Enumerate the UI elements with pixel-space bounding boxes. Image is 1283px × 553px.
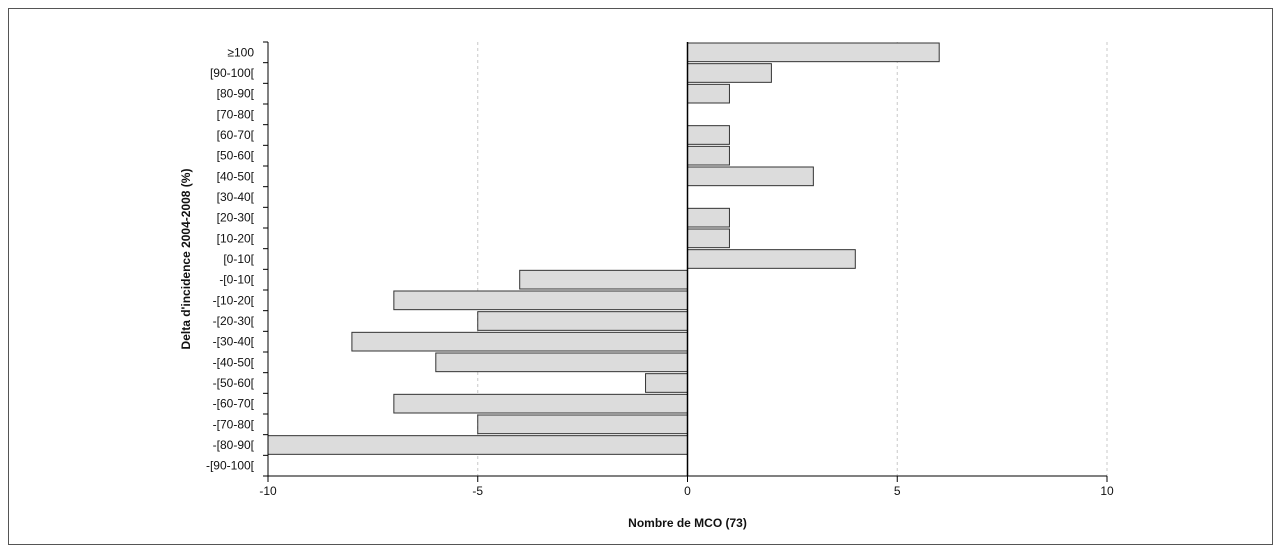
y-tick-label: [10-20[ (217, 231, 255, 245)
bar (687, 145, 730, 166)
bar (687, 125, 730, 145)
x-axis-title: Nombre de MCO (73) (628, 516, 747, 530)
x-tick-label: -5 (472, 484, 483, 498)
bar (393, 393, 688, 414)
y-tick-label: [80-90[ (217, 87, 255, 101)
y-tick-label: [20-30[ (217, 211, 255, 225)
y-tick-label: [30-40[ (217, 190, 255, 204)
bar (687, 249, 856, 269)
y-tick-label: -[60-70[ (213, 397, 255, 411)
bar (645, 373, 688, 393)
y-tick-label: -[90-100[ (206, 459, 255, 473)
bar (477, 311, 688, 331)
y-tick-label: [60-70[ (217, 128, 255, 142)
y-tick-label: ≥100 (227, 45, 254, 59)
y-tick-label: [90-100[ (210, 66, 255, 80)
x-tick-label: -10 (259, 484, 277, 498)
bars (267, 42, 940, 455)
x-tick-label: 0 (684, 484, 691, 498)
y-axis-title: Delta d'incidence 2004-2008 (%) (179, 169, 193, 350)
bar (687, 166, 814, 187)
x-tick-labels: -10 -5 0 5 10 (259, 484, 1114, 498)
y-tick-label: [50-60[ (217, 149, 255, 163)
bar (477, 414, 688, 435)
x-tick-label: 5 (894, 484, 901, 498)
bar (687, 63, 772, 83)
y-tick-label: [70-80[ (217, 107, 255, 121)
bar (393, 290, 688, 311)
bar (687, 83, 730, 104)
x-tick-label: 10 (1100, 484, 1114, 498)
y-tick-labels: ≥100 [90-100[ [80-90[ [70-80[ [60-70[ [50-60[… (206, 45, 255, 472)
bar (687, 228, 730, 249)
y-tick-label: -[10-20[ (213, 293, 255, 307)
bar (267, 435, 688, 455)
y-tick-label: -[50-60[ (213, 376, 255, 390)
y-tick-label: -[20-30[ (213, 314, 255, 328)
y-tick-label: [40-50[ (217, 169, 255, 183)
y-tick-label: [0-10[ (223, 252, 254, 266)
bar (687, 207, 730, 228)
bar (435, 352, 688, 373)
y-tick-label: -[40-50[ (213, 355, 255, 369)
bar (351, 331, 688, 352)
axes (263, 41, 1108, 482)
bar (519, 269, 689, 290)
y-tick-label: -[70-80[ (213, 417, 255, 431)
y-tick-label: -[0-10[ (219, 273, 254, 287)
y-tick-label: -[80-90[ (213, 438, 255, 452)
y-tick-label: -[30-40[ (213, 335, 255, 349)
bar (687, 42, 940, 63)
